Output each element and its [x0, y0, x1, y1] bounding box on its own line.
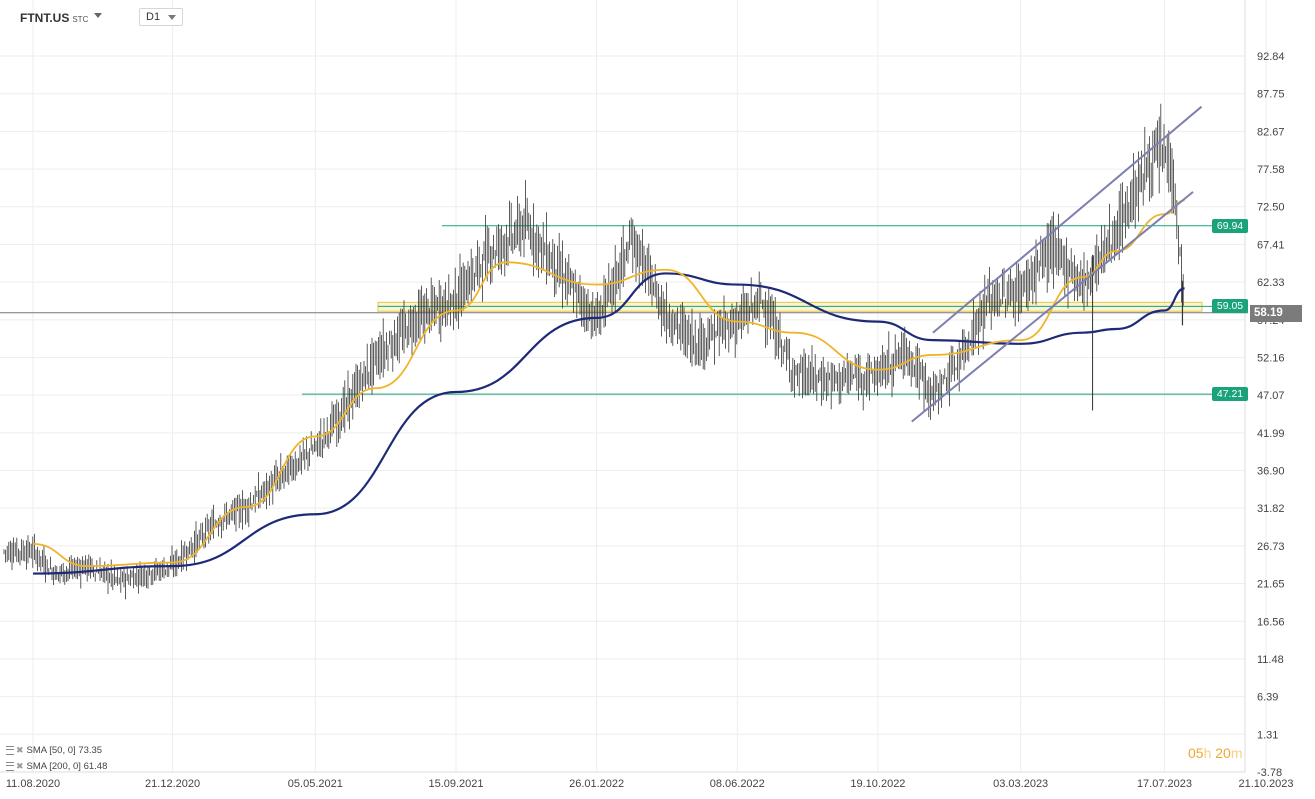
indicator-params: [200, 0] — [49, 761, 81, 772]
y-tick-label: 87.75 — [1257, 89, 1285, 101]
settings-lines-icon[interactable] — [6, 745, 14, 755]
x-tick-label: 26.01.2022 — [569, 778, 624, 790]
indicator-legend-sma200[interactable]: ✖ SMA [200, 0] 61.48 — [6, 761, 107, 772]
x-tick-label: 21.10.2023 — [1238, 778, 1293, 790]
timer-m-unit: m — [1230, 745, 1243, 761]
y-tick-label: 92.84 — [1257, 51, 1285, 63]
level-badge-69-94[interactable]: 69.94 — [1212, 218, 1248, 233]
indicator-legend-sma50[interactable]: ✖ SMA [50, 0] 73.35 — [6, 745, 102, 756]
sma-50-path — [32, 199, 1185, 568]
settings-lines-icon[interactable] — [6, 761, 14, 771]
y-tick-label: 62.33 — [1257, 277, 1285, 289]
y-tick-label: 67.41 — [1257, 239, 1285, 251]
x-tick-label: 15.09.2021 — [428, 778, 483, 790]
y-tick-label: 36.90 — [1257, 466, 1285, 478]
y-axis-ticks: 92.8487.7582.6777.5872.5067.4162.3357.24… — [1257, 51, 1285, 779]
y-tick-label: 41.99 — [1257, 428, 1285, 440]
channel-lower-line — [911, 191, 1194, 423]
chevron-down-icon[interactable] — [94, 13, 102, 18]
close-icon[interactable]: ✖ — [16, 745, 24, 755]
trend-channel — [911, 105, 1203, 423]
x-tick-label: 03.03.2023 — [993, 778, 1048, 790]
indicator-name: SMA — [26, 745, 47, 756]
indicator-name: SMA — [26, 761, 47, 772]
x-tick-label: 17.07.2023 — [1137, 778, 1192, 790]
y-tick-label: 11.48 — [1257, 654, 1284, 666]
channel-upper-line — [932, 105, 1203, 334]
y-tick-label: 47.07 — [1257, 390, 1285, 402]
sma-200-line — [32, 272, 1185, 575]
x-tick-label: 19.10.2022 — [850, 778, 905, 790]
sma-50-line — [32, 199, 1185, 568]
x-axis-ticks: 11.08.2020 21.12.2020 05.05.2021 15.09.2021… — [6, 778, 1294, 790]
interval-dropdown[interactable]: D1 — [139, 8, 183, 26]
x-tick-label: 05.05.2021 — [288, 778, 343, 790]
y-tick-label: 6.39 — [1257, 692, 1278, 704]
bar-countdown-timer: 05h 20m — [1188, 745, 1243, 761]
x-tick-label: 11.08.2020 — [6, 778, 60, 790]
chart-toolbar: FTNT.US STC D1 — [0, 0, 1240, 34]
sma-200-path — [32, 272, 1185, 575]
y-tick-label: -3.78 — [1257, 767, 1282, 779]
y-tick-label: 16.56 — [1257, 616, 1285, 628]
level-badge-59-05[interactable]: 59.05 — [1212, 299, 1248, 314]
symbol-name: FTNT.US — [20, 11, 70, 25]
y-tick-label: 52.16 — [1257, 352, 1285, 364]
y-tick-label: 21.65 — [1257, 579, 1285, 591]
y-tick-label: 26.73 — [1257, 541, 1285, 553]
interval-value: D1 — [146, 11, 161, 23]
level-badge-47-21[interactable]: 47.21 — [1212, 387, 1248, 402]
current-price-badge: 58.19 — [1250, 305, 1302, 322]
chevron-down-icon — [168, 15, 176, 20]
indicator-value: 61.48 — [83, 761, 108, 772]
chart-grid — [0, 0, 1267, 773]
timer-minutes: 20 — [1215, 745, 1231, 761]
price-candles — [3, 103, 1184, 600]
timer-hours: 05 — [1188, 745, 1204, 761]
close-icon[interactable]: ✖ — [16, 761, 24, 771]
indicator-value: 73.35 — [78, 745, 103, 756]
timer-h-unit: h — [1203, 745, 1212, 761]
indicator-params: [50, 0] — [49, 745, 76, 756]
symbol-suffix: STC — [72, 15, 89, 24]
horizontal-levels — [0, 225, 1248, 395]
x-tick-label: 21.12.2020 — [145, 778, 200, 790]
y-tick-label: 77.58 — [1257, 164, 1285, 176]
y-tick-label: 31.82 — [1257, 503, 1285, 515]
y-tick-label: 72.50 — [1257, 202, 1285, 214]
y-tick-label: 1.31 — [1257, 729, 1278, 741]
y-tick-label: 82.67 — [1257, 126, 1285, 138]
x-tick-label: 08.06.2022 — [710, 778, 765, 790]
symbol-selector[interactable]: FTNT.US STC — [20, 11, 88, 25]
